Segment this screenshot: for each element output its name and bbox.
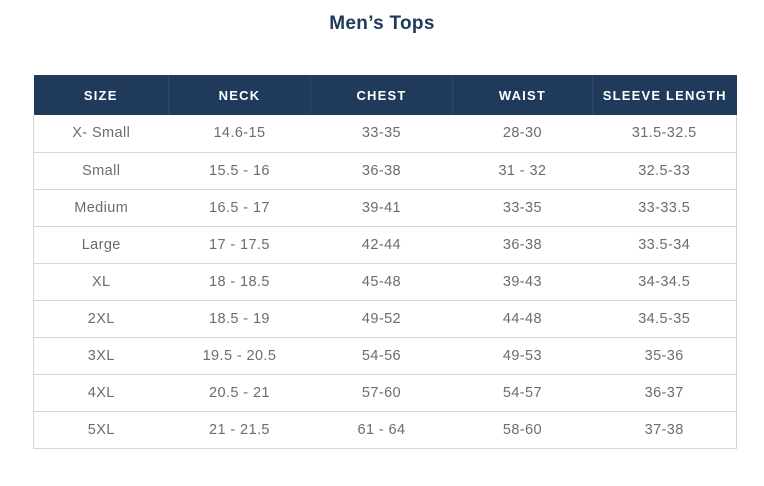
size-cell: X- Small [33,115,169,153]
measurement-cell: 44-48 [452,300,593,338]
measurement-cell: 31.5-32.5 [592,115,738,153]
measurement-cell: 58-60 [452,411,593,449]
measurement-cell: 15.5 - 16 [168,152,311,190]
column-header-neck: NECK [167,75,311,115]
measurement-cell: 33-33.5 [592,189,738,227]
measurement-cell: 61 - 64 [310,411,453,449]
measurement-cell: 17 - 17.5 [168,226,311,264]
measurement-cell: 18.5 - 19 [168,300,311,338]
size-cell: 4XL [33,374,169,412]
measurement-cell: 54-56 [310,337,453,375]
measurement-cell: 16.5 - 17 [168,189,311,227]
column-header-chest: CHEST [309,75,453,115]
measurement-cell: 39-43 [452,263,593,301]
measurement-cell: 49-52 [310,300,453,338]
table-row: Medium 16.5 - 17 39-41 33-35 33-33.5 [33,189,738,227]
measurement-cell: 33.5-34 [592,226,738,264]
size-chart-container: SIZE NECK CHEST WAIST SLEEVE LENGTH X- S… [33,75,738,449]
measurement-cell: 39-41 [310,189,453,227]
measurement-cell: 14.6-15 [168,115,311,153]
size-cell: 2XL [33,300,169,338]
measurement-cell: 36-37 [592,374,738,412]
table-row: Small 15.5 - 16 36-38 31 - 32 32.5-33 [33,152,738,190]
measurement-cell: 33-35 [452,189,593,227]
column-header-sleeve-length: SLEEVE LENGTH [591,75,737,115]
measurement-cell: 21 - 21.5 [168,411,311,449]
table-row: 2XL 18.5 - 19 49-52 44-48 34.5-35 [33,300,738,338]
table-row: XL 18 - 18.5 45-48 39-43 34-34.5 [33,263,738,301]
measurement-cell: 37-38 [592,411,738,449]
measurement-cell: 28-30 [452,115,593,153]
measurement-cell: 35-36 [592,337,738,375]
column-header-size: SIZE [33,75,169,115]
table-header-row: SIZE NECK CHEST WAIST SLEEVE LENGTH [33,75,737,115]
measurement-cell: 36-38 [310,152,453,190]
table-row: X- Small 14.6-15 33-35 28-30 31.5-32.5 [33,115,738,153]
size-cell: Large [33,226,169,264]
page-title: Men’s Tops [329,13,435,34]
column-header-waist: WAIST [451,75,593,115]
size-cell: Small [33,152,169,190]
measurement-cell: 36-38 [452,226,593,264]
measurement-cell: 54-57 [452,374,593,412]
size-cell: 5XL [33,411,169,449]
size-cell: XL [33,263,169,301]
measurement-cell: 18 - 18.5 [168,263,311,301]
measurement-cell: 34.5-35 [592,300,738,338]
measurement-cell: 32.5-33 [592,152,738,190]
table-row: 3XL 19.5 - 20.5 54-56 49-53 35-36 [33,337,738,375]
table-row: 4XL 20.5 - 21 57-60 54-57 36-37 [33,374,738,412]
measurement-cell: 33-35 [310,115,453,153]
size-chart-table: SIZE NECK CHEST WAIST SLEEVE LENGTH X- S… [33,75,738,449]
measurement-cell: 42-44 [310,226,453,264]
size-cell: Medium [33,189,169,227]
measurement-cell: 34-34.5 [592,263,738,301]
measurement-cell: 31 - 32 [452,152,593,190]
table-body: X- Small 14.6-15 33-35 28-30 31.5-32.5 Small 1… [33,115,738,449]
table-row: 5XL 21 - 21.5 61 - 64 58-60 37-38 [33,411,738,449]
measurement-cell: 19.5 - 20.5 [168,337,311,375]
table-row: Large 17 - 17.5 42-44 36-38 33.5-34 [33,226,738,264]
size-cell: 3XL [33,337,169,375]
measurement-cell: 49-53 [452,337,593,375]
measurement-cell: 57-60 [310,374,453,412]
measurement-cell: 45-48 [310,263,453,301]
measurement-cell: 20.5 - 21 [168,374,311,412]
